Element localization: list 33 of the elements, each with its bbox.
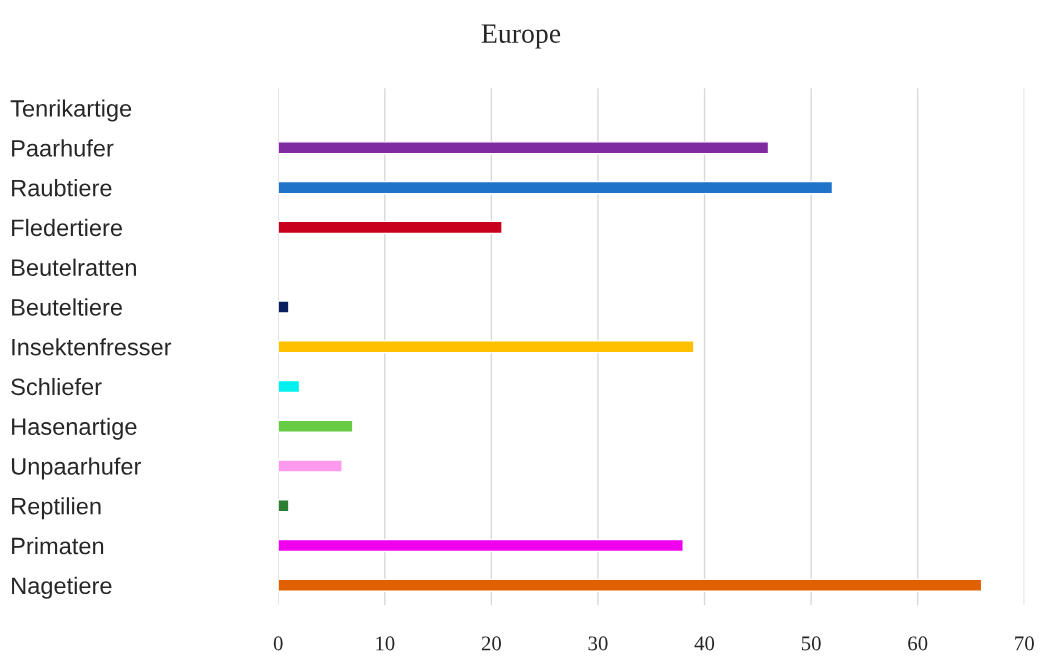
x-tick-label: 60 <box>908 636 928 651</box>
bar <box>278 141 770 155</box>
bar <box>278 419 354 433</box>
x-tick-label: 70 <box>1015 636 1034 651</box>
bar <box>278 340 695 354</box>
bar <box>278 538 684 553</box>
y-tick-label: Tenrikartige <box>10 99 132 122</box>
x-tick-label: 50 <box>801 636 821 651</box>
x-tick-label: 40 <box>694 636 715 651</box>
bar <box>278 459 343 473</box>
y-tick-label: Primaten <box>12 537 104 555</box>
bar <box>278 300 290 314</box>
x-tick-label: 20 <box>481 636 501 651</box>
x-tick-label: 10 <box>376 636 395 651</box>
y-tick-label: Schliefer <box>11 377 102 396</box>
y-tick-label: Unpaarhufer <box>11 457 142 480</box>
y-tick-label: Fledertiere <box>12 218 122 237</box>
bar <box>278 220 503 235</box>
y-tick-label: Raubtiere <box>12 179 112 197</box>
chart-title: Europe <box>481 24 561 49</box>
bar <box>278 578 983 592</box>
bar <box>278 499 290 513</box>
y-tick-label: Beutelratten <box>12 258 136 276</box>
x-tick-label: 0 <box>273 636 283 651</box>
y-tick-label: Paarhufer <box>12 139 114 157</box>
bar <box>278 180 834 195</box>
y-tick-label: Nagetiere <box>12 576 112 599</box>
y-tick-label: Beuteltiere <box>12 298 122 316</box>
y-tick-label: Insektenfresser <box>12 338 172 356</box>
y-tick-label: Hasenartige <box>12 417 137 440</box>
x-tick-label: 30 <box>588 636 608 651</box>
y-tick-label: Reptilien <box>12 497 101 520</box>
bar <box>278 379 301 394</box>
